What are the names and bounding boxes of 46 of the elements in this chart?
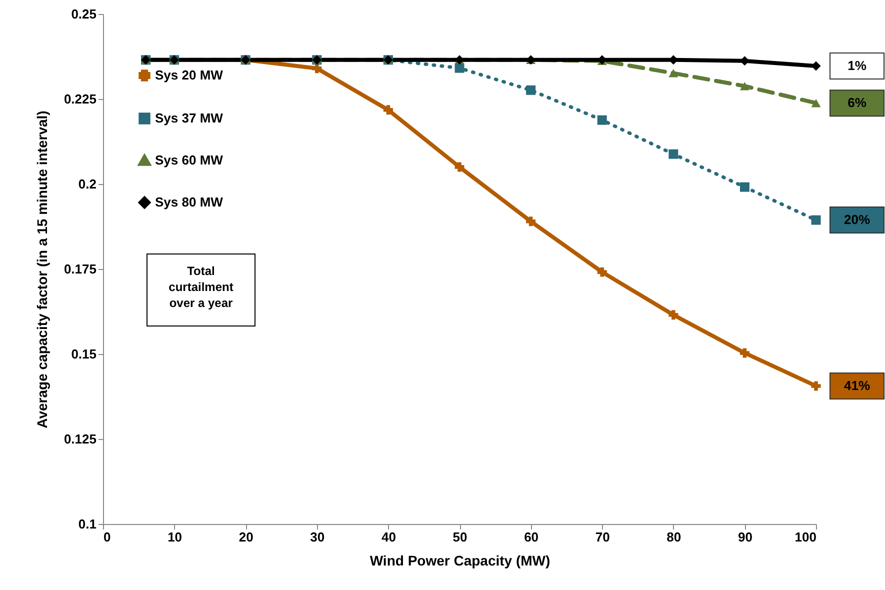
y-tick-label: 0.25 — [71, 6, 96, 22]
x-tick-label: 100 — [794, 530, 816, 544]
annotation: Total curtailment over a year — [168, 264, 234, 310]
text: 6% — [848, 95, 867, 110]
y-tick-label: 0.125 — [64, 432, 96, 446]
x-tick-label: 10 — [168, 530, 182, 544]
y-tick-label: 0.2 — [78, 176, 96, 192]
x-tick-label: 50 — [452, 530, 468, 544]
point — [668, 310, 678, 320]
point — [740, 82, 750, 90]
legend-label: Sys 20 MW — [155, 68, 224, 82]
y-tick-label: 0.15 — [71, 346, 96, 362]
legend-label: Sys 80 MW — [155, 194, 224, 210]
text: 20% — [844, 212, 870, 228]
x-tick-label: 90 — [738, 530, 752, 544]
point — [526, 85, 536, 95]
x-tick-label: 40 — [381, 530, 396, 544]
point — [668, 69, 678, 78]
legend-label: Sys 37 MW — [155, 110, 224, 126]
x-tick-label: 60 — [524, 530, 539, 544]
point — [526, 216, 536, 226]
point — [668, 149, 678, 159]
x-tick-label: 20 — [238, 530, 254, 544]
point — [811, 381, 821, 391]
x-tick-label: 0 — [104, 530, 111, 544]
y-axis-title: Average capacity factor (in a 15 minute interval) — [34, 110, 50, 428]
x-tick-label: 70 — [595, 530, 610, 544]
y-tick-label: 0.1 — [78, 516, 96, 532]
x-tick-label: 80 — [666, 530, 682, 544]
point — [740, 182, 750, 192]
point — [811, 98, 821, 108]
x-tick-label: 30 — [310, 530, 325, 544]
point — [312, 64, 322, 74]
point — [740, 348, 750, 358]
text: 1% — [848, 58, 867, 74]
text: 41% — [844, 378, 870, 393]
legend-label: Sys 60 MW — [155, 152, 224, 168]
point — [597, 115, 607, 125]
point — [811, 61, 821, 71]
point — [597, 267, 607, 277]
point — [454, 162, 464, 172]
point — [383, 105, 393, 115]
y-tick-label: 0.175 — [64, 262, 96, 276]
x-axis-title: Wind Power Capacity (MW) — [370, 552, 550, 568]
y-tick-label: 0.225 — [64, 92, 96, 106]
point — [811, 215, 821, 225]
